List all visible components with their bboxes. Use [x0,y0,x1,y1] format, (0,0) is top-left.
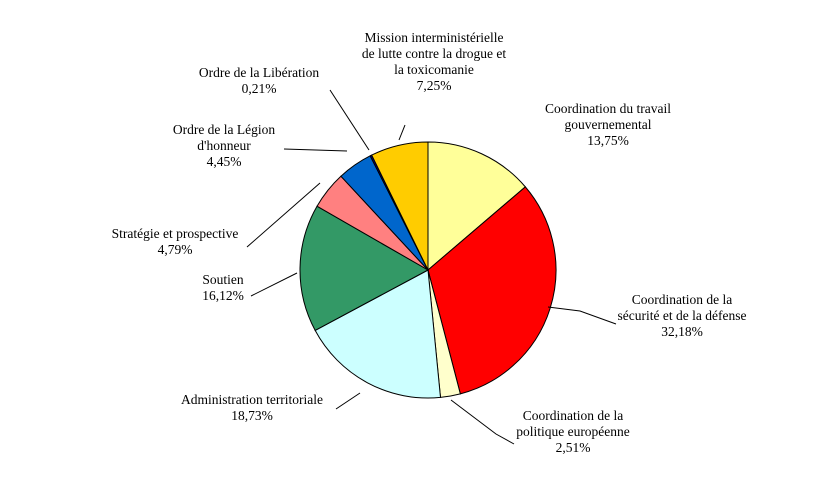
slice-value-label: 4,79% [158,242,193,257]
slice-value-label: 18,73% [231,408,273,423]
pie-slices [299,141,557,399]
slice-name-label: politique européenne [516,424,630,439]
slice-label: Ordre de la Légion d'honneur 4,45% [173,122,276,169]
slice-name-label: Coordination de la [523,408,623,423]
slice-value-label: 13,75% [587,133,629,148]
slice-value-label: 32,18% [661,324,703,339]
leader-lines [246,89,617,445]
slice-name-label: Stratégie et prospective [112,226,239,241]
slice-name-label: la toxicomanie [394,62,474,77]
slice-name-label: de lutte contre la drogue et [362,46,507,61]
slice-name-label: d'honneur [197,138,251,153]
slice-name-label: sécurité et de la défense [618,308,747,323]
slice-name-label: Coordination de la [632,292,732,307]
pie-slice [427,186,557,395]
pie-slice [371,141,429,271]
slice-name-label: Mission interministérielle [364,30,503,45]
leader-line [450,399,515,445]
slice-label: Coordination de la sécurité et de la défe… [618,292,747,339]
slice-value-label: 2,51% [556,440,591,455]
leader-line [283,148,348,152]
slice-label: Stratégie et prospective 4,79% [112,226,239,257]
slice-label: Administration territoriale 18,73% [181,392,323,423]
slice-label: Mission interministérielle de lutte contr… [362,30,507,93]
slice-value-label: 16,12% [202,288,244,303]
leader-line [246,182,321,248]
pie-slice [427,141,527,272]
slice-name-label: Administration territoriale [181,392,323,407]
slice-name-label: gouvernemental [565,117,652,132]
slice-label: Coordination de la politique européenne 2,… [516,408,630,455]
leader-line [398,124,406,141]
slice-name-label: Ordre de la Légion [173,122,276,137]
slice-label: Ordre de la Libération 0,21% [199,65,320,96]
slice-label: Soutien 16,12% [202,272,244,303]
slice-label: Coordination du travail gouvernemental 13,… [545,101,671,148]
slice-labels: Coordination du travail gouvernemental 13,… [112,30,747,455]
leader-line [329,89,370,151]
slice-name-label: Ordre de la Libération [199,65,320,80]
slice-value-label: 7,25% [417,78,452,93]
slice-value-label: 4,45% [207,154,242,169]
leader-line [250,272,298,297]
slice-name-label: Coordination du travail [545,101,671,116]
pie-slice [314,269,442,399]
slice-name-label: Soutien [202,272,244,287]
leader-line [547,306,617,325]
leader-line [335,392,361,410]
pie-slice [299,205,430,332]
slice-value-label: 0,21% [242,81,277,96]
